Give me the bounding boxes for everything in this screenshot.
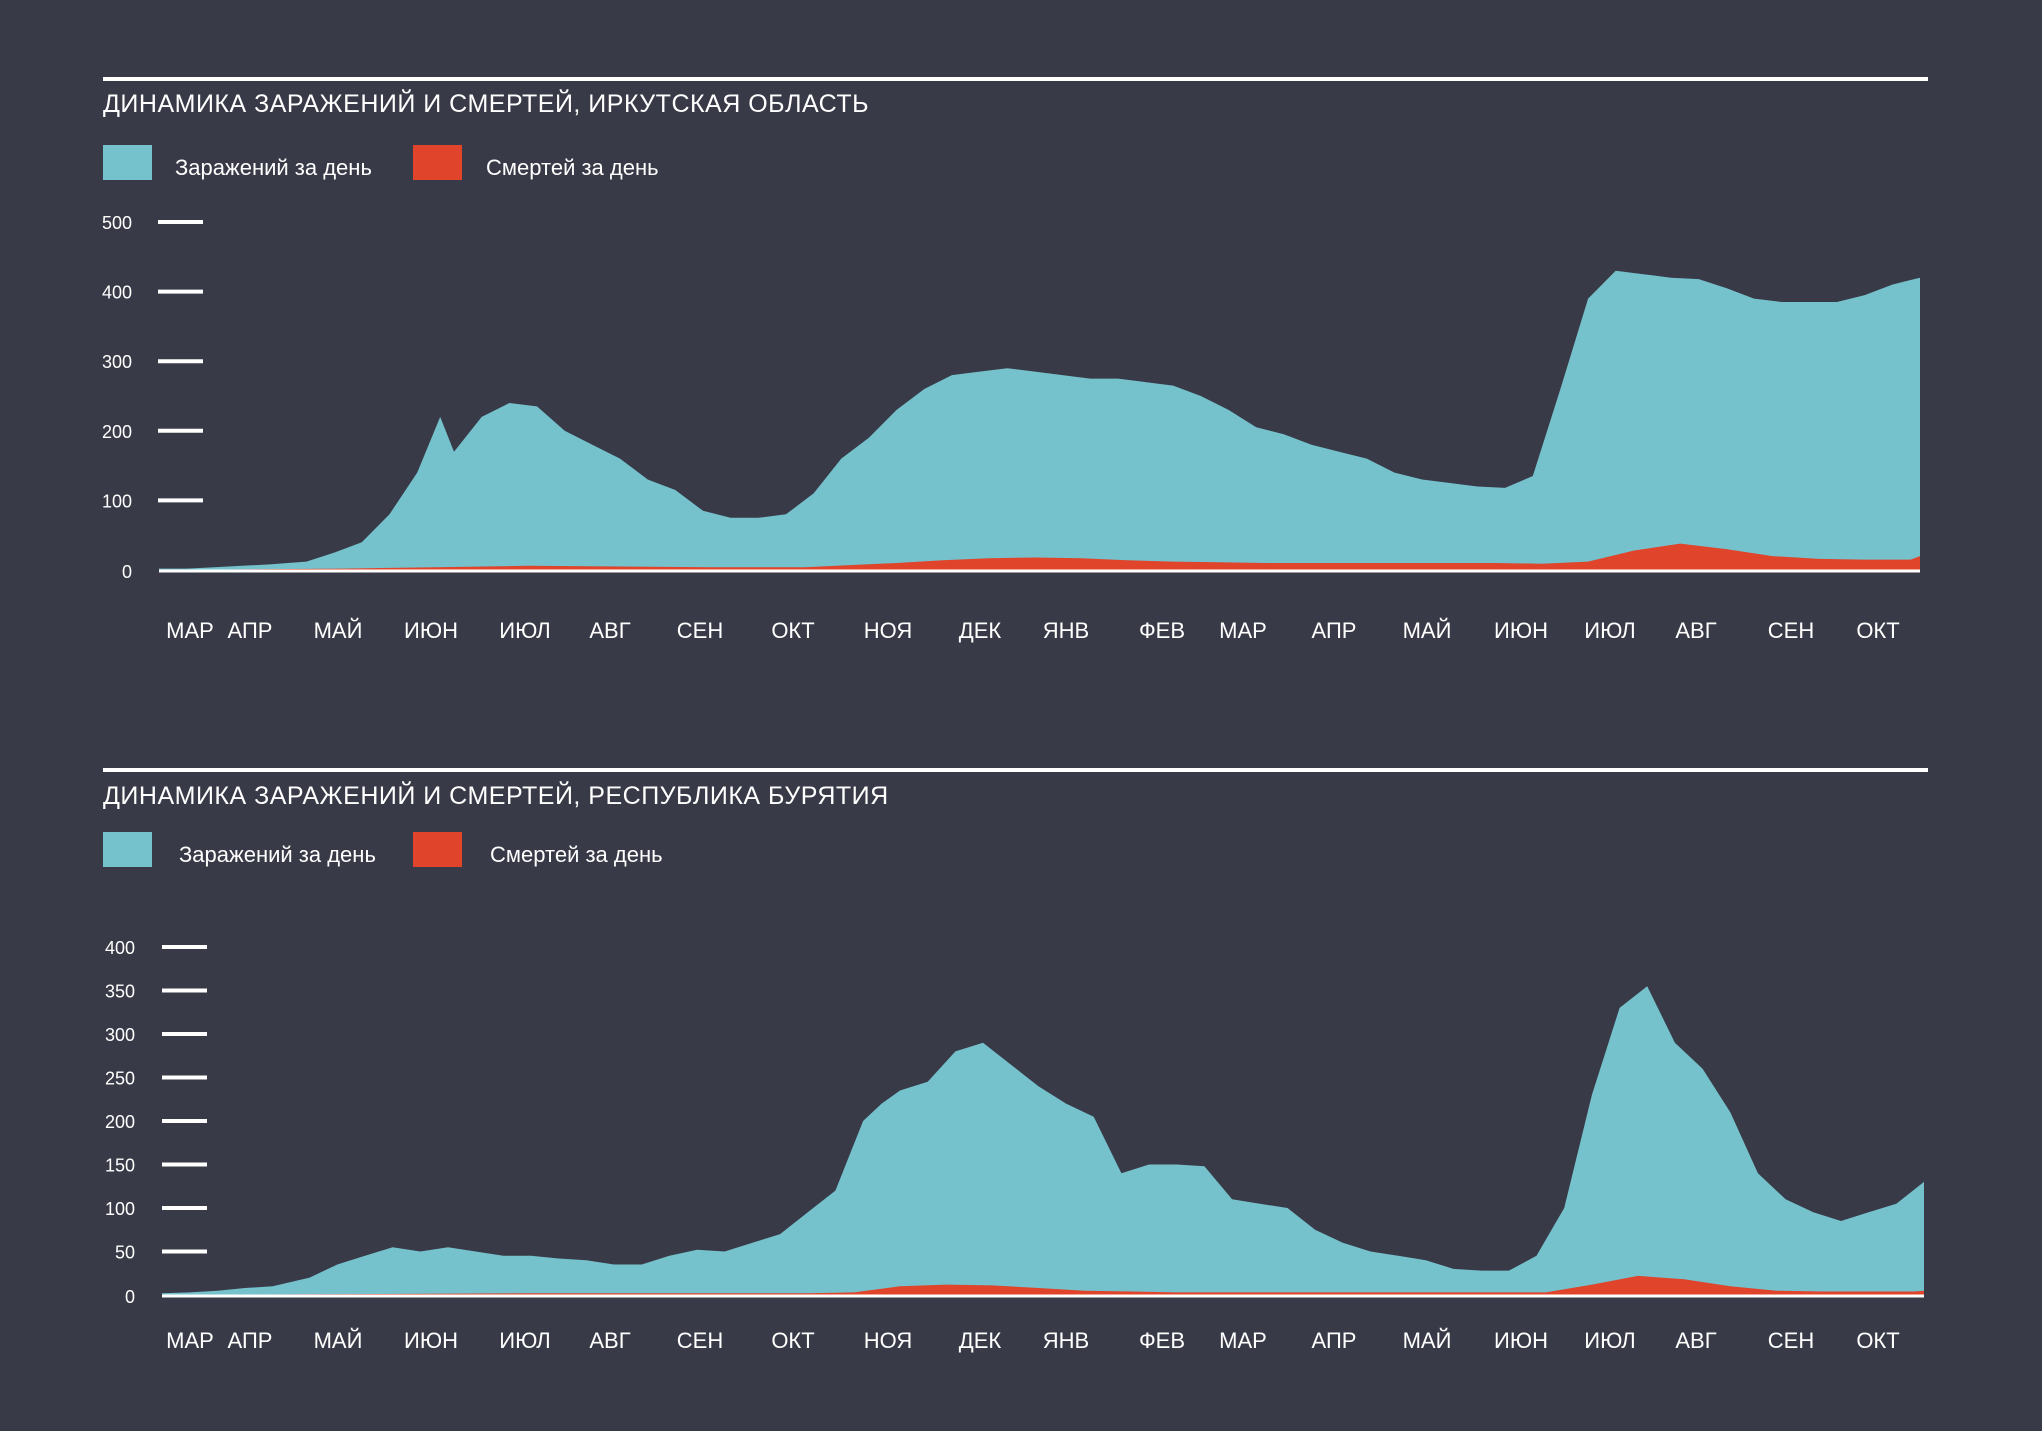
legend-swatch-infections <box>103 145 152 180</box>
deaths-area <box>162 1275 1924 1295</box>
chart-title: ДИНАМИКА ЗАРАЖЕНИЙ И СМЕРТЕЙ, РЕСПУБЛИКА… <box>103 782 889 810</box>
legend-label-infections: Заражений за день <box>175 155 372 180</box>
legend-swatch-infections <box>103 832 152 867</box>
y-tick-label: 350 <box>105 982 135 1002</box>
legend-label-deaths: Смертей за день <box>490 842 663 867</box>
x-tick-label: ИЮН <box>1494 618 1548 643</box>
x-tick-label: МАР <box>1219 1328 1267 1353</box>
y-tick-label: 0 <box>125 1287 135 1307</box>
infections-area <box>159 270 1920 570</box>
x-tick-label: ОКТ <box>771 618 814 643</box>
y-tick-label: 100 <box>105 1199 135 1219</box>
x-tick-label: ДЕК <box>959 618 1002 643</box>
y-tick-label: 250 <box>105 1069 135 1089</box>
x-tick-label: АПР <box>228 618 273 643</box>
x-tick-label: НОЯ <box>864 618 912 643</box>
y-tick-label: 50 <box>115 1243 135 1263</box>
chart-panel-buryatia: ДИНАМИКА ЗАРАЖЕНИЙ И СМЕРТЕЙ, РЕСПУБЛИКА… <box>0 0 2042 1353</box>
x-tick-label: ОКТ <box>1856 1328 1899 1353</box>
x-tick-label: АПР <box>1312 618 1357 643</box>
x-tick-label: ИЮЛ <box>1584 618 1636 643</box>
y-tick-label: 300 <box>102 352 132 372</box>
y-tick-label: 400 <box>105 938 135 958</box>
y-tick-label: 200 <box>102 422 132 442</box>
legend-swatch-deaths <box>413 832 462 867</box>
x-tick-label: МАЙ <box>314 1328 363 1353</box>
x-tick-label: ФЕВ <box>1139 618 1185 643</box>
x-tick-label: СЕН <box>677 618 723 643</box>
title-rule <box>103 768 1928 772</box>
x-tick-label: ИЮЛ <box>499 1328 551 1353</box>
x-tick-label: СЕН <box>677 1328 723 1353</box>
y-tick-label: 500 <box>102 213 132 233</box>
x-tick-label: ИЮН <box>404 1328 458 1353</box>
x-tick-label: ИЮН <box>1494 1328 1548 1353</box>
x-tick-label: МАР <box>1219 618 1267 643</box>
title-rule <box>103 77 1928 81</box>
x-tick-label: АВГ <box>1675 618 1716 643</box>
y-tick-label: 100 <box>102 491 132 511</box>
x-tick-label: НОЯ <box>864 1328 912 1353</box>
y-tick-label: 400 <box>102 283 132 303</box>
legend-label-deaths: Смертей за день <box>486 155 659 180</box>
legend-label-infections: Заражений за день <box>179 842 376 867</box>
y-tick-label: 300 <box>105 1025 135 1045</box>
x-tick-label: МАР <box>166 1328 214 1353</box>
x-tick-label: МАР <box>166 618 214 643</box>
x-tick-label: АВГ <box>589 1328 630 1353</box>
y-tick-label: 200 <box>105 1112 135 1132</box>
x-tick-label: ЯНВ <box>1043 1328 1089 1353</box>
x-tick-label: ОКТ <box>771 1328 814 1353</box>
x-tick-label: МАЙ <box>314 618 363 643</box>
x-tick-label: СЕН <box>1768 1328 1814 1353</box>
legend-swatch-deaths <box>413 145 462 180</box>
x-tick-label: ЯНВ <box>1043 618 1089 643</box>
x-tick-label: АПР <box>228 1328 273 1353</box>
x-tick-label: АПР <box>1312 1328 1357 1353</box>
x-tick-label: ДЕК <box>959 1328 1002 1353</box>
x-tick-label: ИЮЛ <box>499 618 551 643</box>
x-tick-label: ОКТ <box>1856 618 1899 643</box>
deaths-area <box>159 543 1920 570</box>
x-tick-label: ИЮЛ <box>1584 1328 1636 1353</box>
x-tick-label: АВГ <box>589 618 630 643</box>
x-tick-label: МАЙ <box>1403 1328 1452 1353</box>
y-tick-label: 150 <box>105 1156 135 1176</box>
x-tick-label: МАЙ <box>1403 618 1452 643</box>
x-tick-label: ИЮН <box>404 618 458 643</box>
chart-panel-irkutsk: ДИНАМИКА ЗАРАЖЕНИЙ И СМЕРТЕЙ, ИРКУТСКАЯ … <box>0 0 2042 700</box>
x-tick-label: СЕН <box>1768 618 1814 643</box>
area-chart-irkutsk: 0 100 200 300 400 500 МАР АПР МАЙ ИЮН ИЮЛ АВГ СЕН ОКТ… <box>102 213 1920 643</box>
infections-area <box>162 986 1924 1295</box>
x-tick-label: ФЕВ <box>1139 1328 1185 1353</box>
y-tick-label: 0 <box>122 562 132 582</box>
chart-title: ДИНАМИКА ЗАРАЖЕНИЙ И СМЕРТЕЙ, ИРКУТСКАЯ … <box>103 90 870 118</box>
x-tick-label: АВГ <box>1675 1328 1716 1353</box>
